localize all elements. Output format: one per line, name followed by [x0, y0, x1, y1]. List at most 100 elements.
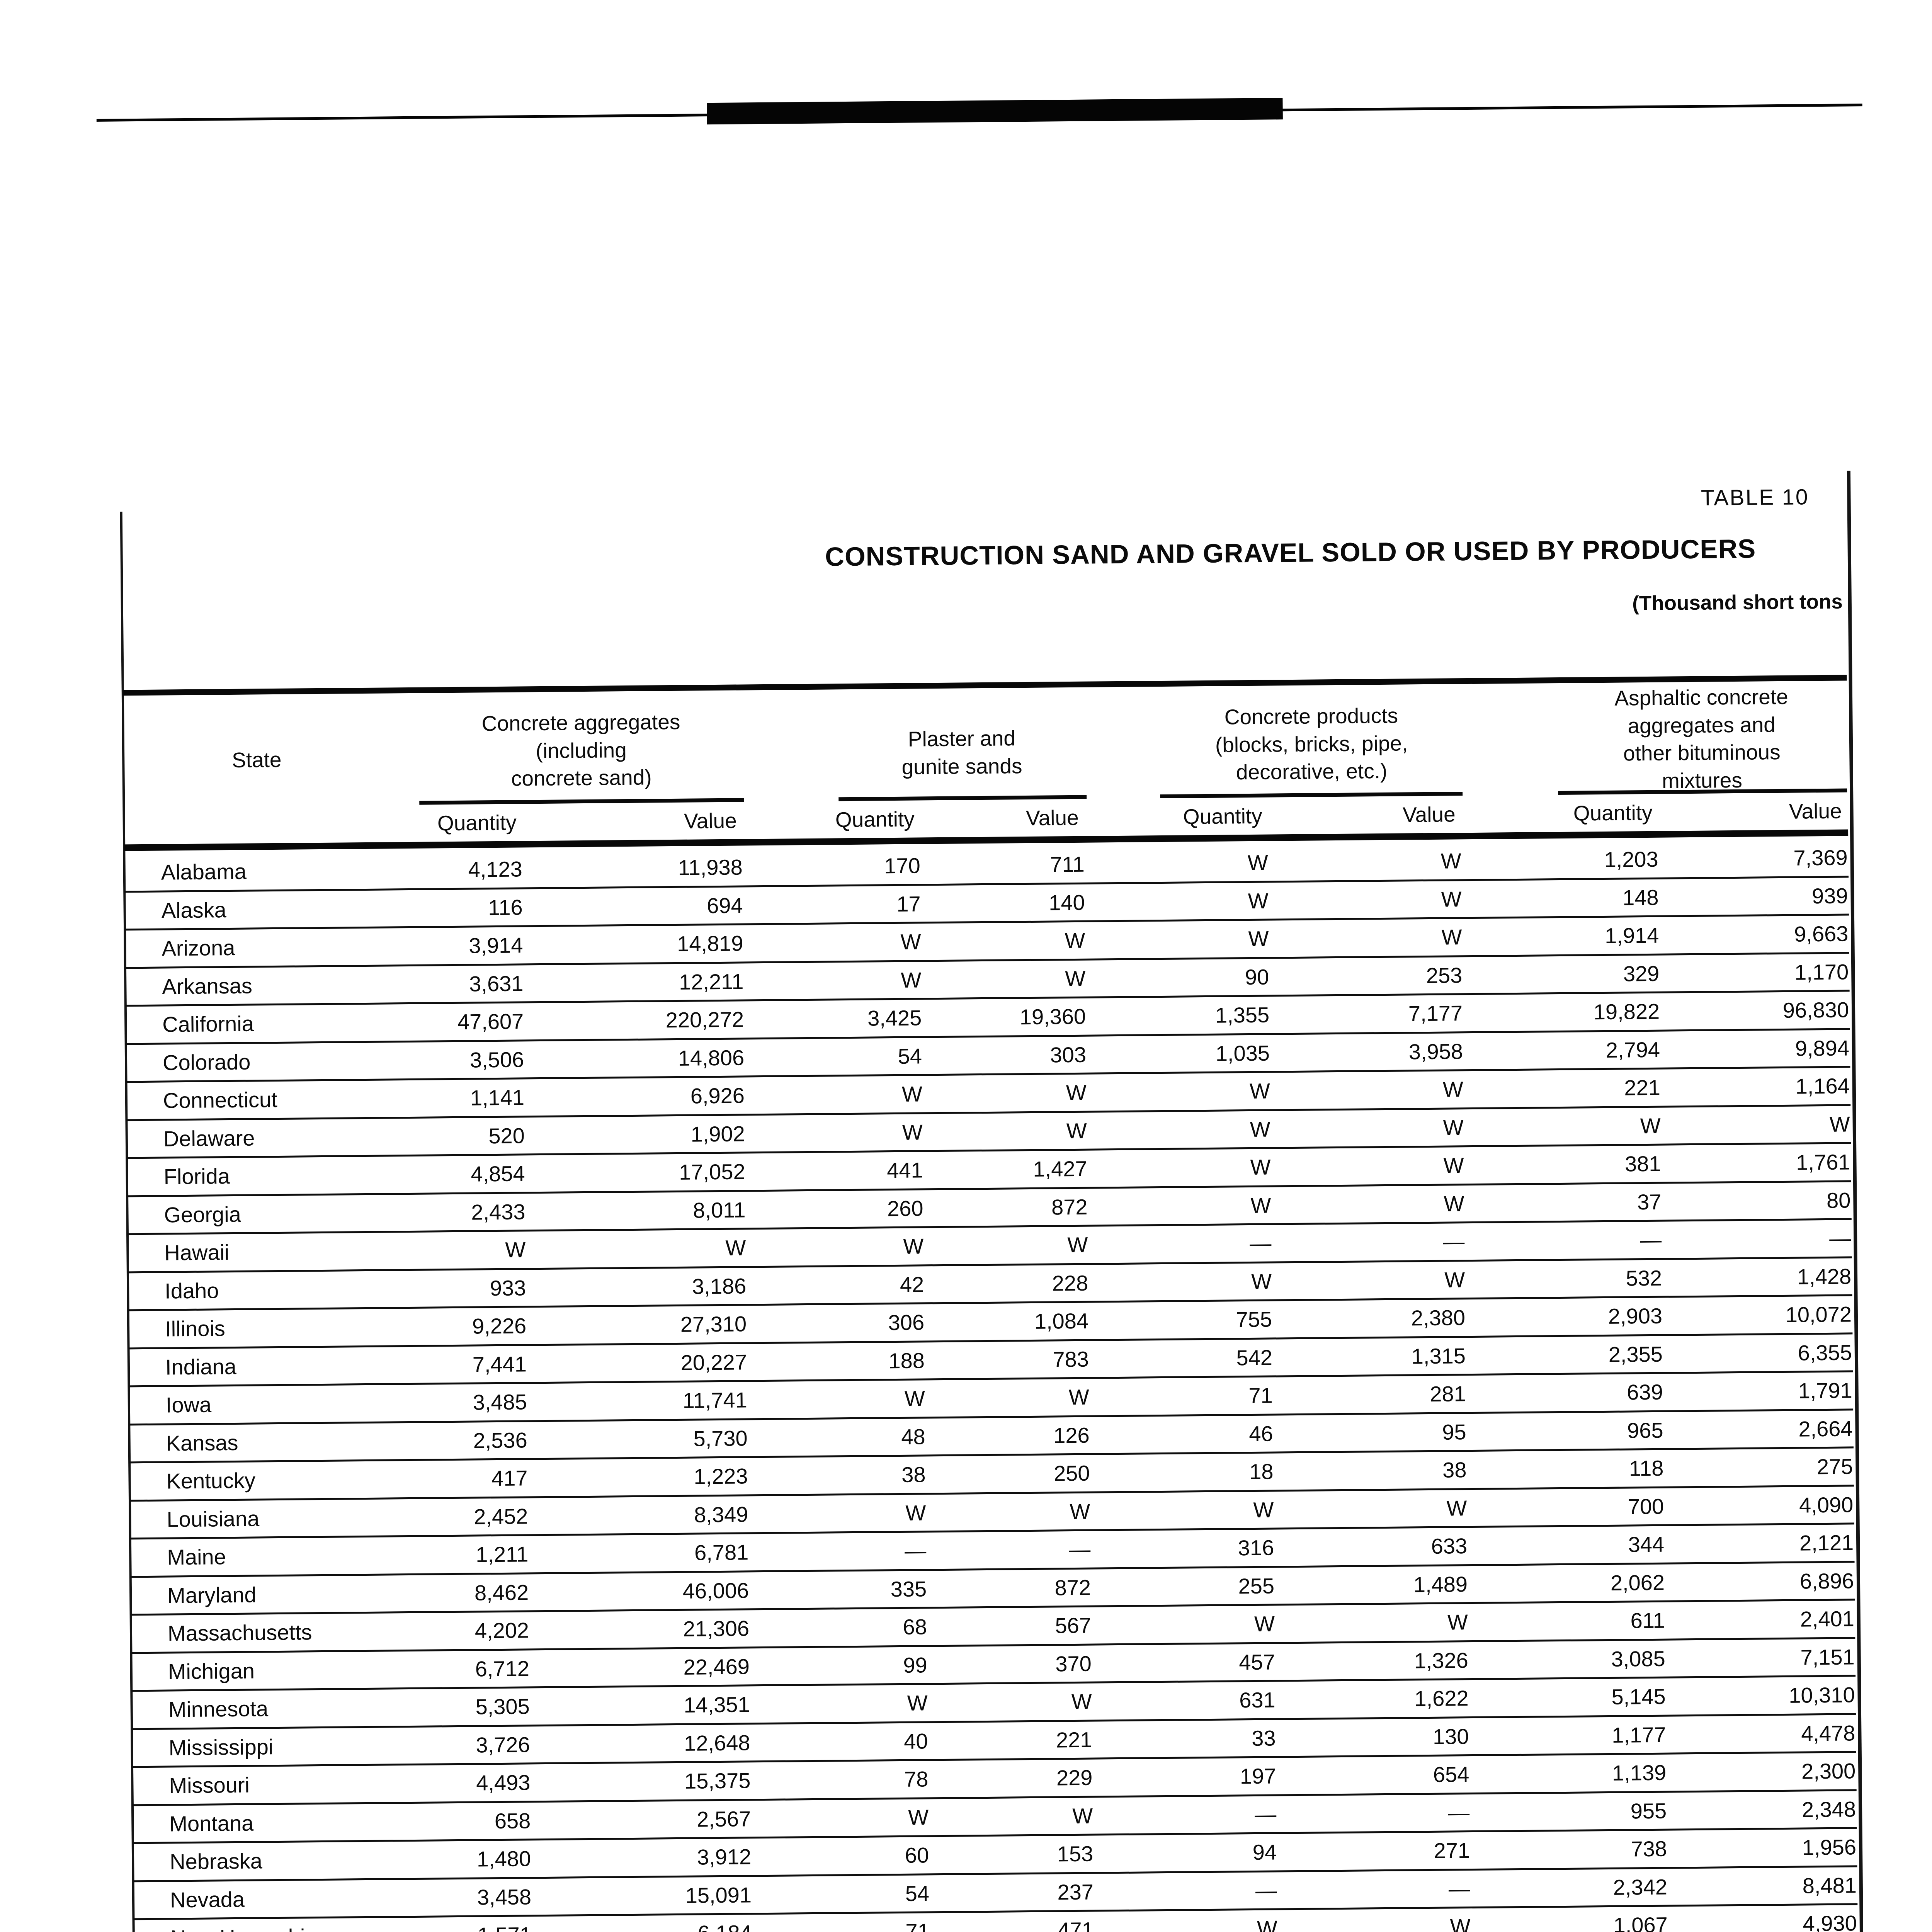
plaster-gunite-value-cell: 229	[1056, 1765, 1093, 1790]
concrete-products-value-cell: 2,380	[1411, 1305, 1466, 1330]
plaster-gunite-value-cell: 471	[1058, 1917, 1094, 1932]
plaster-gunite-value-cell: W	[1066, 1118, 1087, 1143]
plaster-gunite-value-cell: W	[1072, 1803, 1093, 1828]
plaster-gunite-value-cell: W	[1065, 966, 1086, 991]
state-cell: Maryland	[167, 1582, 257, 1608]
plaster-gunite-quantity-cell: 68	[903, 1614, 927, 1639]
concrete-products-value-cell: 3,958	[1408, 1039, 1463, 1064]
concrete-aggregates-value-cell: 11,938	[678, 855, 743, 880]
asphaltic-quantity-cell: 532	[1626, 1265, 1662, 1291]
asphaltic-value-cell: 10,310	[1789, 1682, 1855, 1708]
plaster-gunite-quantity-cell: 441	[886, 1158, 923, 1183]
concrete-products-value-cell: 654	[1433, 1762, 1469, 1787]
plaster-gunite-value-cell: W	[1070, 1499, 1090, 1524]
subheader-quantity-4: Quantity	[1573, 800, 1653, 825]
concrete-aggregates-quantity-cell: 5,305	[475, 1694, 530, 1719]
page-title: CONSTRUCTION SAND AND GRAVEL SOLD OR USE…	[825, 534, 1756, 572]
concrete-products-quantity-cell: 631	[1239, 1687, 1276, 1713]
asphaltic-quantity-cell: 965	[1627, 1418, 1663, 1443]
concrete-products-value-cell: 1,622	[1414, 1686, 1469, 1711]
state-cell: Arkansas	[162, 973, 253, 999]
state-cell: Missouri	[169, 1772, 250, 1798]
asphaltic-quantity-cell: 221	[1624, 1075, 1661, 1100]
concrete-aggregates-quantity-cell: 2,452	[473, 1504, 528, 1529]
plaster-gunite-value-cell: 783	[1053, 1347, 1089, 1372]
subheader-value-2: Value	[1026, 805, 1079, 830]
concrete-aggregates-value-cell: 6,184	[532, 1920, 752, 1932]
concrete-aggregates-value-cell: 3,186	[692, 1274, 747, 1299]
concrete-aggregates-quantity-cell: 3,506	[469, 1047, 524, 1072]
concrete-aggregates-quantity-cell: 8,462	[474, 1580, 529, 1605]
plaster-gunite-quantity-cell: 188	[888, 1348, 925, 1373]
concrete-aggregates-value-cell: 22,469	[683, 1654, 750, 1679]
asphaltic-value-cell: 80	[1826, 1188, 1851, 1213]
asphaltic-quantity-cell: 2,903	[1608, 1303, 1663, 1329]
group-underline-concrete-products	[1160, 792, 1463, 799]
state-cell: Louisiana	[167, 1506, 260, 1532]
plaster-gunite-value-cell: 250	[1053, 1461, 1090, 1486]
asphaltic-quantity-cell: 611	[1630, 1608, 1665, 1633]
concrete-products-value-cell: 1,326	[1414, 1648, 1469, 1673]
plaster-gunite-value-cell: 228	[1052, 1270, 1088, 1296]
concrete-aggregates-quantity-cell: 7,441	[472, 1352, 527, 1377]
asphaltic-value-cell: 1,164	[1795, 1073, 1850, 1099]
subheader-value-3: Value	[1402, 802, 1456, 827]
concrete-products-quantity-cell: W	[1248, 926, 1269, 951]
concrete-products-value-cell: W	[1444, 1267, 1465, 1292]
subheader-value-4: Value	[1789, 799, 1842, 823]
concrete-aggregates-value-cell: 694	[706, 893, 743, 918]
asphaltic-value-cell: 9,894	[1795, 1036, 1850, 1061]
concrete-aggregates-quantity-cell: 933	[490, 1276, 526, 1300]
concrete-aggregates-quantity-cell: 4,854	[471, 1161, 525, 1186]
asphaltic-quantity-cell: 1,067	[1613, 1912, 1668, 1932]
plaster-gunite-value-cell: 303	[1050, 1042, 1087, 1067]
concrete-products-value-cell: W	[1450, 1914, 1471, 1932]
table-number-label: TABLE 10	[1701, 485, 1809, 510]
concrete-aggregates-value-cell: 1,902	[690, 1121, 745, 1146]
asphaltic-quantity-cell: 2,062	[1610, 1570, 1665, 1595]
asphaltic-value-cell: 4,930	[1803, 1911, 1857, 1932]
subheader-value-1: Value	[684, 808, 737, 833]
state-cell: New Hampshire	[134, 1923, 401, 1932]
concrete-aggregates-quantity-cell: 3,631	[469, 971, 524, 996]
plaster-gunite-value-cell: 711	[1050, 852, 1085, 877]
concrete-aggregates-value-cell: 46,006	[682, 1578, 749, 1603]
concrete-products-quantity-cell: 197	[1240, 1764, 1276, 1789]
asphaltic-quantity-cell: 1,914	[1604, 923, 1659, 948]
plaster-gunite-quantity-cell: W	[902, 1120, 923, 1145]
plaster-gunite-quantity-cell: 78	[904, 1767, 929, 1792]
concrete-products-quantity-cell: W	[1250, 1155, 1271, 1180]
state-cell: Iowa	[165, 1392, 212, 1417]
plaster-gunite-quantity-cell: W	[907, 1690, 928, 1716]
plaster-gunite-value-cell: W	[1066, 1080, 1087, 1105]
concrete-products-quantity-cell: 46	[1249, 1421, 1273, 1446]
asphaltic-quantity-cell: —	[1639, 1227, 1662, 1252]
asphaltic-quantity-cell: 2,355	[1608, 1342, 1663, 1367]
group-underline-plaster-gunite	[838, 795, 1087, 801]
asphaltic-value-cell: 2,300	[1801, 1759, 1856, 1784]
concrete-aggregates-value-cell: 2,567	[696, 1806, 751, 1832]
concrete-products-value-cell: —	[1443, 1229, 1465, 1254]
concrete-aggregates-value-cell: 21,306	[683, 1616, 750, 1641]
asphaltic-quantity-cell: 37	[1637, 1189, 1662, 1214]
concrete-aggregates-quantity-cell: 520	[488, 1123, 525, 1148]
concrete-aggregates-value-cell: 15,375	[684, 1768, 751, 1794]
plaster-gunite-quantity-cell: 17	[896, 891, 921, 916]
state-cell: Massachusetts	[167, 1620, 312, 1646]
concrete-products-quantity-cell: 71	[1248, 1383, 1273, 1408]
state-cell: Minnesota	[168, 1696, 269, 1722]
concrete-products-value-cell: W	[1441, 886, 1462, 912]
plaster-gunite-quantity-cell: W	[905, 1500, 926, 1525]
concrete-products-value-cell: W	[1447, 1610, 1468, 1634]
concrete-products-quantity-cell: W	[1250, 1117, 1270, 1141]
asphaltic-value-cell: 2,401	[1800, 1606, 1855, 1631]
column-group-concrete-products: Concrete products (blocks, bricks, pipe,…	[1215, 703, 1408, 784]
concrete-products-quantity-cell: —	[1255, 1878, 1277, 1903]
concrete-products-value-cell: W	[1442, 1077, 1464, 1102]
plaster-gunite-value-cell: 153	[1057, 1841, 1094, 1866]
asphaltic-value-cell: 1,428	[1797, 1264, 1852, 1289]
concrete-aggregates-quantity-cell: 1,141	[470, 1085, 525, 1110]
state-cell: Michigan	[168, 1658, 255, 1684]
asphaltic-quantity-cell: 329	[1623, 961, 1660, 986]
column-header-state: State	[231, 747, 282, 772]
